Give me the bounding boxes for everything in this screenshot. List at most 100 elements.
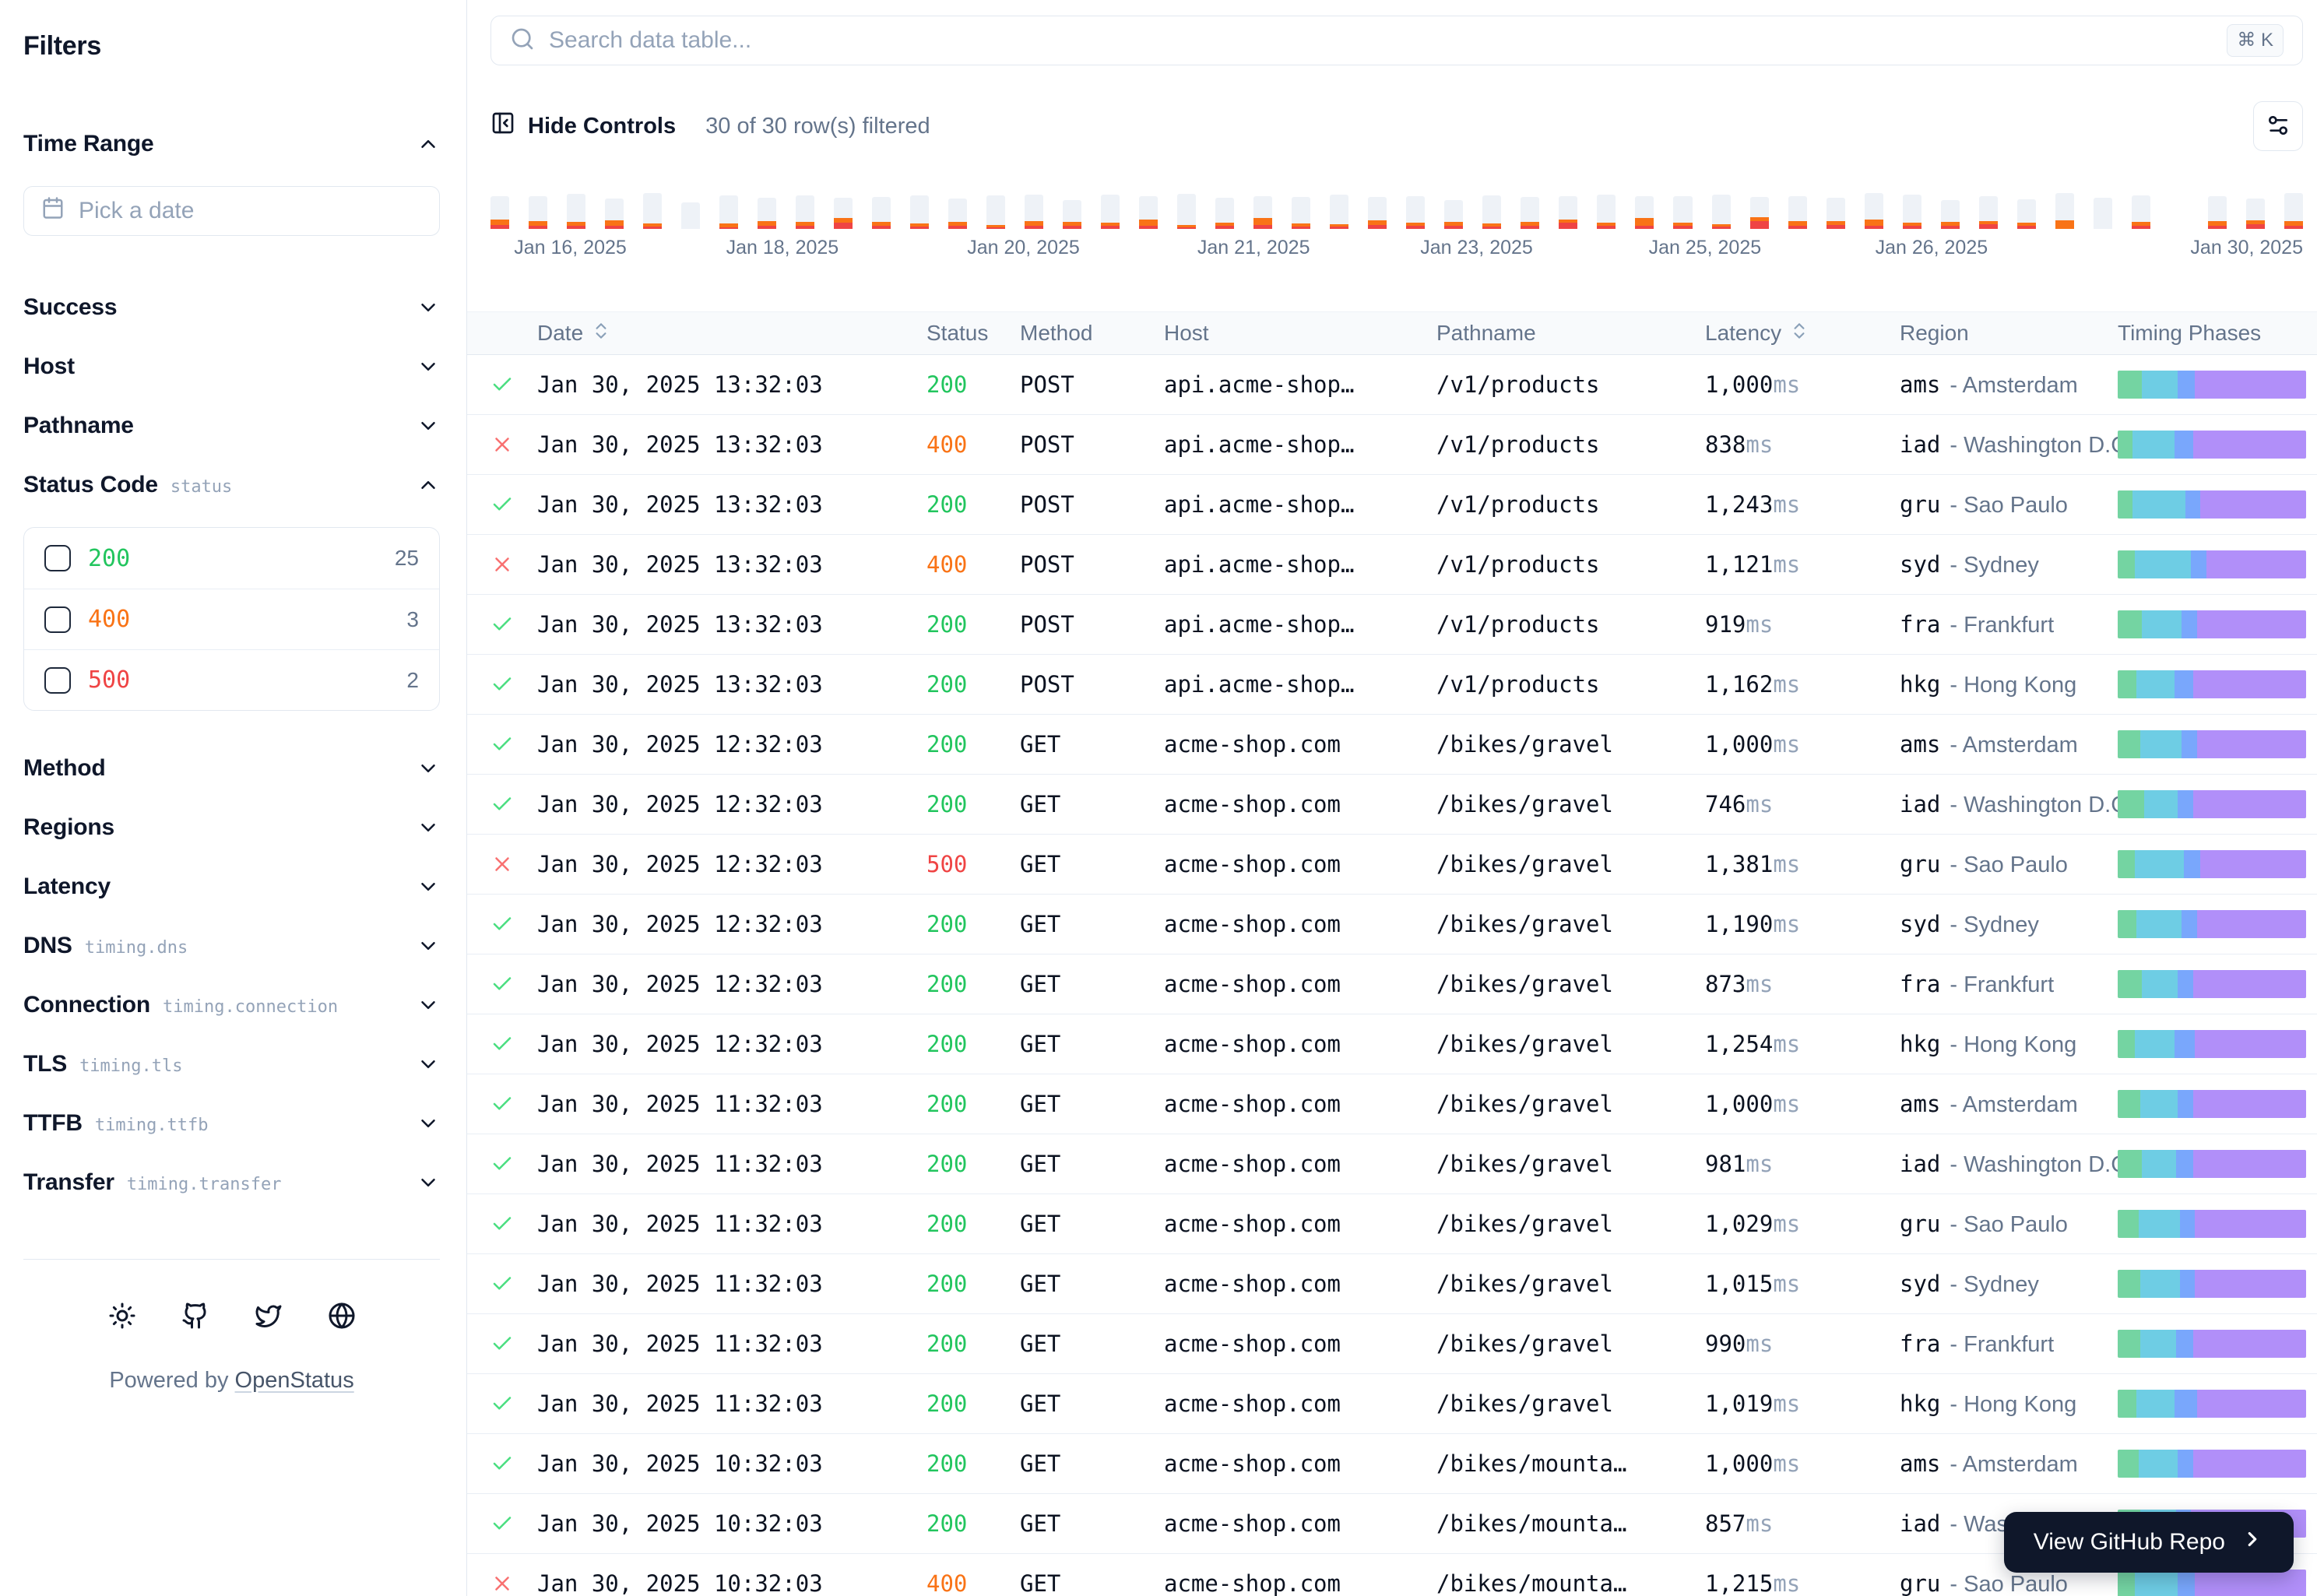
table-row[interactable]: Jan 30, 2025 12:32:03 200 GET acme-shop.com… xyxy=(467,715,2317,775)
timeline-bar[interactable] xyxy=(2207,193,2227,229)
timeline-bar[interactable] xyxy=(1368,193,1387,229)
timeline-bar[interactable] xyxy=(1635,193,1654,229)
timeline-bar[interactable] xyxy=(1253,193,1273,229)
table-row[interactable]: Jan 30, 2025 12:32:03 200 GET acme-shop.com… xyxy=(467,954,2317,1014)
hide-controls-button[interactable]: Hide Controls xyxy=(490,111,676,142)
table-row[interactable]: Jan 30, 2025 13:32:03 200 POST api.acme-sho… xyxy=(467,655,2317,715)
table-row[interactable]: Jan 30, 2025 11:32:03 200 GET acme-shop.com… xyxy=(467,1314,2317,1374)
openstatus-link[interactable]: OpenStatus xyxy=(234,1368,354,1393)
timeline-bar[interactable] xyxy=(2245,193,2265,229)
timeline-bar[interactable] xyxy=(2284,193,2303,229)
timeline-bar[interactable] xyxy=(834,193,853,229)
table-row[interactable]: Jan 30, 2025 13:32:03 200 POST api.acme-sho… xyxy=(467,355,2317,415)
timeline-bar[interactable] xyxy=(872,193,891,229)
timeline-bar[interactable] xyxy=(1788,193,1807,229)
table-row[interactable]: Jan 30, 2025 12:32:03 500 GET acme-shop.com… xyxy=(467,835,2317,895)
timeline-bar[interactable] xyxy=(1826,193,1845,229)
checkbox[interactable] xyxy=(44,666,71,694)
timeline-bar[interactable] xyxy=(1444,193,1464,229)
filter-section-dns[interactable]: DNS timing.dns xyxy=(23,929,440,963)
table-row[interactable]: Jan 30, 2025 11:32:03 200 GET acme-shop.com… xyxy=(467,1194,2317,1254)
table-row[interactable]: Jan 30, 2025 10:32:03 400 GET acme-shop.com… xyxy=(467,1554,2317,1596)
table-row[interactable]: Jan 30, 2025 13:32:03 200 POST api.acme-sho… xyxy=(467,595,2317,655)
timeline-bar[interactable] xyxy=(758,193,777,229)
timeline-bar[interactable] xyxy=(2055,193,2074,229)
filter-section-tls[interactable]: TLS timing.tls xyxy=(23,1047,440,1081)
timeline-bar[interactable] xyxy=(1215,193,1235,229)
view-github-repo-button[interactable]: View GitHub Repo xyxy=(2003,1512,2294,1573)
timeline-bar[interactable] xyxy=(605,193,624,229)
view-options-button[interactable] xyxy=(2253,101,2303,151)
timeline-bar[interactable] xyxy=(1749,193,1769,229)
table-row[interactable]: Jan 30, 2025 12:32:03 200 GET acme-shop.com… xyxy=(467,1014,2317,1074)
timeline-bar[interactable] xyxy=(1101,193,1120,229)
timeline-bar[interactable] xyxy=(719,193,739,229)
timeline-bar[interactable] xyxy=(1139,193,1158,229)
timeline-bar[interactable] xyxy=(529,193,548,229)
timeline-bar[interactable] xyxy=(1978,193,1998,229)
timeline-bar[interactable] xyxy=(1673,193,1693,229)
table-row[interactable]: Jan 30, 2025 11:32:03 200 GET acme-shop.com… xyxy=(467,1074,2317,1134)
timeline-bar[interactable] xyxy=(1177,193,1197,229)
timeline-bar[interactable] xyxy=(1025,193,1044,229)
website-link[interactable] xyxy=(328,1302,356,1332)
table-row[interactable]: Jan 30, 2025 13:32:03 200 POST api.acme-sho… xyxy=(467,475,2317,535)
filter-section-status-code[interactable]: Status Code status xyxy=(23,468,440,502)
timeline-bar[interactable] xyxy=(1902,193,1921,229)
filter-section-regions[interactable]: Regions xyxy=(23,810,440,845)
timeline-bar[interactable] xyxy=(1940,193,1960,229)
timeline-bar[interactable] xyxy=(910,193,930,229)
timeline-bar[interactable] xyxy=(2093,193,2112,229)
filter-section-host[interactable]: Host xyxy=(23,350,440,384)
filter-section-transfer[interactable]: Transfer timing.transfer xyxy=(23,1165,440,1200)
timeline-bar[interactable] xyxy=(2170,193,2189,229)
timeline-bar[interactable] xyxy=(681,193,701,229)
table-row[interactable]: Jan 30, 2025 11:32:03 200 GET acme-shop.com… xyxy=(467,1374,2317,1434)
table-row[interactable]: Jan 30, 2025 12:32:03 200 GET acme-shop.com… xyxy=(467,895,2317,954)
timeline-bar[interactable] xyxy=(643,192,663,229)
status-code-option-500[interactable]: 500 2 xyxy=(24,649,439,710)
timeline-bar[interactable] xyxy=(1482,193,1502,229)
timeline-bar[interactable] xyxy=(1711,193,1731,229)
timeline-bar[interactable] xyxy=(1864,193,1883,229)
timeline-bar[interactable] xyxy=(1292,193,1311,229)
status-code-option-400[interactable]: 400 3 xyxy=(24,589,439,649)
timeline-bar[interactable] xyxy=(1597,193,1616,229)
column-header-latency[interactable]: Latency xyxy=(1705,321,1900,346)
table-row[interactable]: Jan 30, 2025 13:32:03 400 POST api.acme-sho… xyxy=(467,415,2317,475)
timeline-bar[interactable] xyxy=(1063,193,1082,229)
filter-section-latency[interactable]: Latency xyxy=(23,870,440,904)
table-row[interactable]: Jan 30, 2025 10:32:03 200 GET acme-shop.com… xyxy=(467,1434,2317,1494)
status-code-option-200[interactable]: 200 25 xyxy=(24,528,439,589)
timeline-bar[interactable] xyxy=(490,193,510,229)
column-header-date[interactable]: Date xyxy=(537,321,926,346)
filter-section-pathname[interactable]: Pathname xyxy=(23,409,440,443)
timeline-bar[interactable] xyxy=(2016,193,2036,229)
github-link[interactable] xyxy=(181,1302,209,1332)
timeline-bar[interactable] xyxy=(2131,193,2150,229)
filter-section-success[interactable]: Success xyxy=(23,290,440,325)
timeline-bar[interactable] xyxy=(1406,193,1426,229)
timeline-bar[interactable] xyxy=(1521,193,1540,229)
twitter-link[interactable] xyxy=(255,1302,283,1332)
filter-section-connection[interactable]: Connection timing.connection xyxy=(23,988,440,1022)
theme-toggle-button[interactable] xyxy=(108,1302,136,1332)
filter-section-ttfb[interactable]: TTFB timing.ttfb xyxy=(23,1106,440,1141)
table-row[interactable]: Jan 30, 2025 13:32:03 400 POST api.acme-sho… xyxy=(467,535,2317,595)
timeline-bar[interactable] xyxy=(567,193,586,229)
table-row[interactable]: Jan 30, 2025 11:32:03 200 GET acme-shop.com… xyxy=(467,1254,2317,1314)
checkbox[interactable] xyxy=(44,545,71,571)
search-input[interactable] xyxy=(549,27,2227,54)
table-row[interactable]: Jan 30, 2025 11:32:03 200 GET acme-shop.com… xyxy=(467,1134,2317,1194)
timeline-bar[interactable] xyxy=(986,193,1006,229)
table-row[interactable]: Jan 30, 2025 12:32:03 200 GET acme-shop.com… xyxy=(467,775,2317,835)
timeline-bar[interactable] xyxy=(1559,193,1578,229)
request-histogram[interactable]: Jan 16, 2025 Jan 18, 2025 Jan 20, 2025 Jan … xyxy=(490,192,2303,262)
timeline-bar[interactable] xyxy=(796,193,815,229)
date-picker-input[interactable]: Pick a date xyxy=(23,186,440,236)
filter-section-time-range[interactable]: Time Range xyxy=(23,127,440,161)
filter-section-method[interactable]: Method xyxy=(23,751,440,786)
checkbox[interactable] xyxy=(44,606,71,633)
timeline-bar[interactable] xyxy=(1330,193,1349,229)
timeline-bar[interactable] xyxy=(948,193,968,229)
